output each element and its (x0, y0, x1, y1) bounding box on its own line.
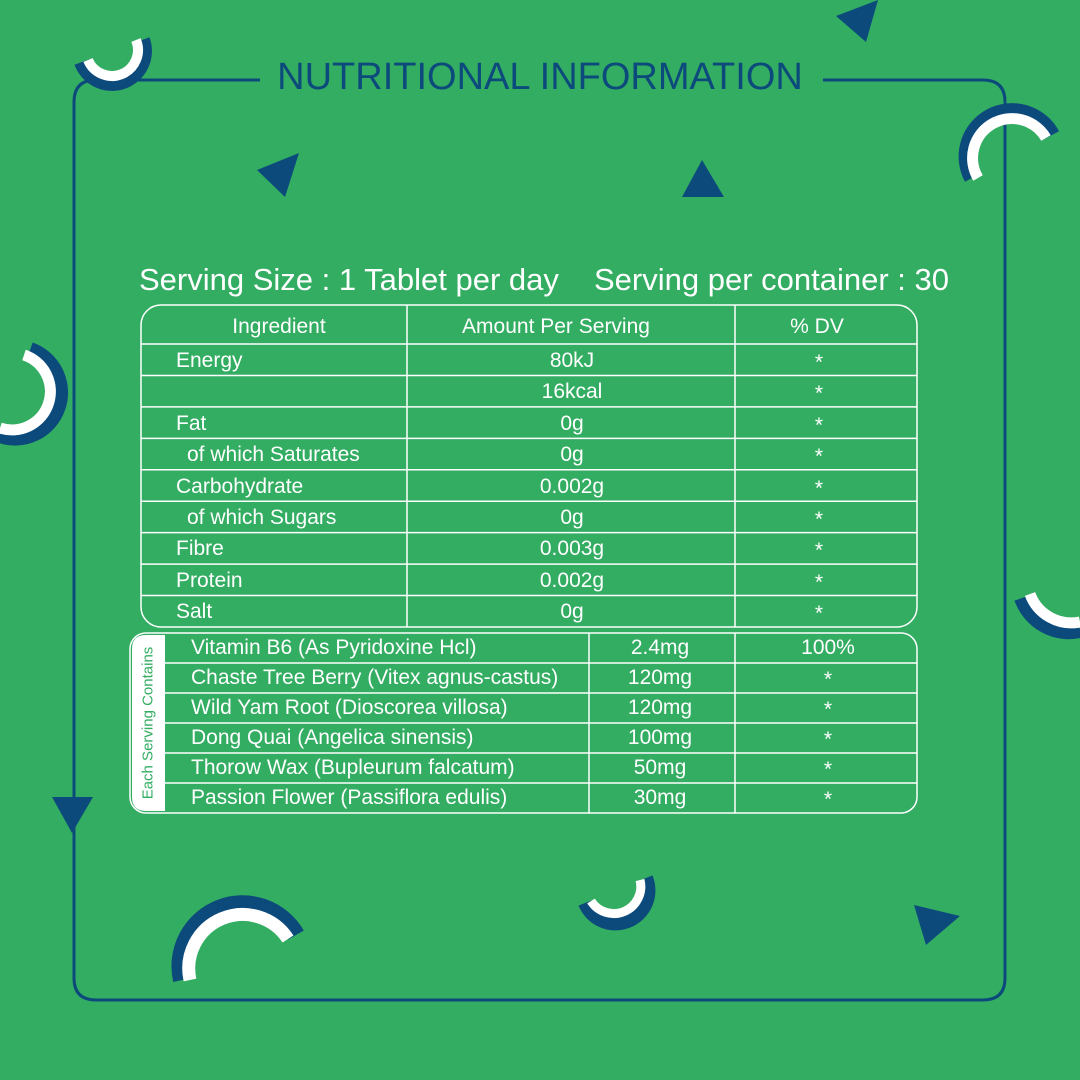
amount: 0.003g (539, 537, 605, 561)
ingredient: Vitamin B6 (As Pyridoxine Hcl) (191, 636, 477, 659)
amount: 0.002g (539, 568, 605, 592)
dv: * (823, 698, 833, 721)
side-label: Each Serving Contains (139, 646, 157, 800)
amount: 120mg (627, 696, 693, 719)
ingredient: Wild Yam Root (Dioscorea villosa) (191, 696, 508, 719)
amount: 16kcal (541, 380, 603, 404)
amount: 80kJ (549, 348, 595, 372)
header-cell: Ingredient (232, 315, 326, 338)
dv: * (823, 728, 833, 751)
table-lines (129, 304, 918, 814)
ingredient: Salt (176, 600, 213, 624)
dv: 100% (801, 636, 855, 659)
ingredient: of which Saturates (187, 443, 360, 467)
amount: 120mg (627, 666, 693, 689)
dv: * (814, 539, 824, 563)
arcs (0, 37, 1080, 982)
ingredient: Fibre (176, 537, 224, 561)
dv: * (814, 413, 824, 437)
dv: * (814, 350, 824, 374)
amount: 0g (560, 443, 584, 467)
ingredient: Energy (176, 348, 243, 372)
title: NUTRITIONAL INFORMATION (277, 56, 803, 98)
amount: 0.002g (539, 474, 605, 498)
dv: * (814, 382, 824, 406)
ingredient: Passion Flower (Passiflora edulis) (191, 786, 508, 809)
amount: 50mg (633, 756, 687, 779)
ingredient: Fat (176, 411, 207, 435)
dv: * (814, 602, 824, 626)
ingredient: Protein (176, 568, 243, 592)
amount: 100mg (627, 726, 693, 749)
header-cell: Amount Per Serving (462, 315, 650, 338)
header-cell: % DV (790, 315, 844, 338)
serving-per-container: Serving per container : 30 (594, 262, 949, 297)
dv: * (823, 788, 833, 811)
amount: 2.4mg (630, 636, 690, 659)
amount: 30mg (633, 786, 687, 809)
ingredient: of which Sugars (187, 505, 337, 529)
ingredient: Chaste Tree Berry (Vitex agnus-castus) (191, 666, 559, 689)
serving-size: Serving Size : 1 Tablet per day (139, 262, 559, 297)
ingredient: Dong Quai (Angelica sinensis) (191, 726, 474, 749)
dv: * (823, 758, 833, 781)
dv: * (814, 445, 824, 469)
dv: * (823, 668, 833, 691)
dv: * (814, 507, 824, 531)
amount: 0g (560, 505, 584, 529)
frame (72, 78, 1007, 1002)
dv: * (814, 476, 824, 500)
triangles (52, 0, 960, 945)
dv: * (814, 570, 824, 594)
ingredient: Carbohydrate (176, 474, 304, 498)
amount: 0g (560, 600, 584, 624)
ingredient: Thorow Wax (Bupleurum falcatum) (191, 756, 515, 779)
amount: 0g (560, 411, 584, 435)
